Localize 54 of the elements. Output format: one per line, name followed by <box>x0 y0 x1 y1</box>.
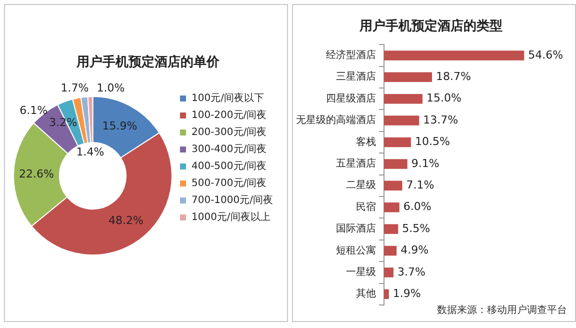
legend-label: 400-500元/间夜 <box>191 160 267 172</box>
data-label: 4.9% <box>400 244 429 257</box>
data-label: 3.7% <box>397 265 426 278</box>
y-tick-label: 客栈 <box>356 136 376 148</box>
y-tick-label: 无星级的高端酒店 <box>296 114 376 126</box>
bar <box>384 159 408 169</box>
bar <box>384 137 411 148</box>
data-label: 1.9% <box>392 287 421 300</box>
legend-label: 1000元/间夜以上 <box>191 211 270 224</box>
annotation: 数据来源：移动用户调查平台 <box>437 304 567 317</box>
data-label: 1.0% <box>96 81 125 94</box>
data-label: 6.1% <box>20 104 48 117</box>
bar <box>384 224 398 234</box>
chart-title: 用户手机预定酒店的类型 <box>358 18 502 34</box>
bar <box>384 72 432 82</box>
data-label: 54.6% <box>528 48 564 62</box>
legend-label: 100元/间夜以下 <box>191 92 264 104</box>
legend-label: 200-300元/间夜 <box>191 126 267 138</box>
data-label: 1.7% <box>60 81 89 94</box>
bar <box>384 289 389 300</box>
y-tick-label: 短租公寓 <box>336 244 376 256</box>
data-label: 9.1% <box>411 156 440 170</box>
data-label: 48.2% <box>108 214 144 228</box>
data-label: 6.0% <box>403 200 432 214</box>
bar <box>384 50 524 60</box>
y-tick-label: 二星级 <box>346 179 376 192</box>
bar <box>384 180 402 191</box>
bar <box>384 268 394 278</box>
data-label: 15.9% <box>102 119 138 132</box>
y-tick-label: 三星酒店 <box>336 70 376 83</box>
data-label: 13.7% <box>423 113 458 126</box>
y-tick-label: 民宿 <box>356 200 376 213</box>
legend-label: 500-700元/间夜 <box>191 177 267 190</box>
y-tick-label: 四星级酒店 <box>326 92 376 104</box>
data-label: 1.4% <box>76 146 104 159</box>
bar <box>384 116 420 126</box>
data-label: 15.0% <box>426 92 462 105</box>
legend-label: 300-400元/间夜 <box>191 143 267 156</box>
legend-label: 100-200元/间夜 <box>191 109 267 122</box>
y-tick-label: 国际酒店 <box>336 222 376 235</box>
data-label: 10.5% <box>414 135 450 148</box>
y-tick-label: 经济型酒店 <box>326 49 376 62</box>
legend-label: 700-1000元/间夜 <box>191 194 273 206</box>
bar <box>384 246 397 256</box>
chart-title: 用户手机预定酒店的单价 <box>76 54 220 70</box>
bar <box>384 94 423 104</box>
data-label: 22.6% <box>19 168 54 181</box>
bar <box>384 202 400 212</box>
y-tick-label: 五星酒店 <box>336 158 376 170</box>
data-label: 18.7% <box>436 70 471 84</box>
y-tick-label: 其他 <box>356 288 376 300</box>
y-tick-label: 一星级 <box>346 266 376 278</box>
data-label: 7.1% <box>406 178 434 192</box>
data-label: 5.5% <box>402 222 430 235</box>
